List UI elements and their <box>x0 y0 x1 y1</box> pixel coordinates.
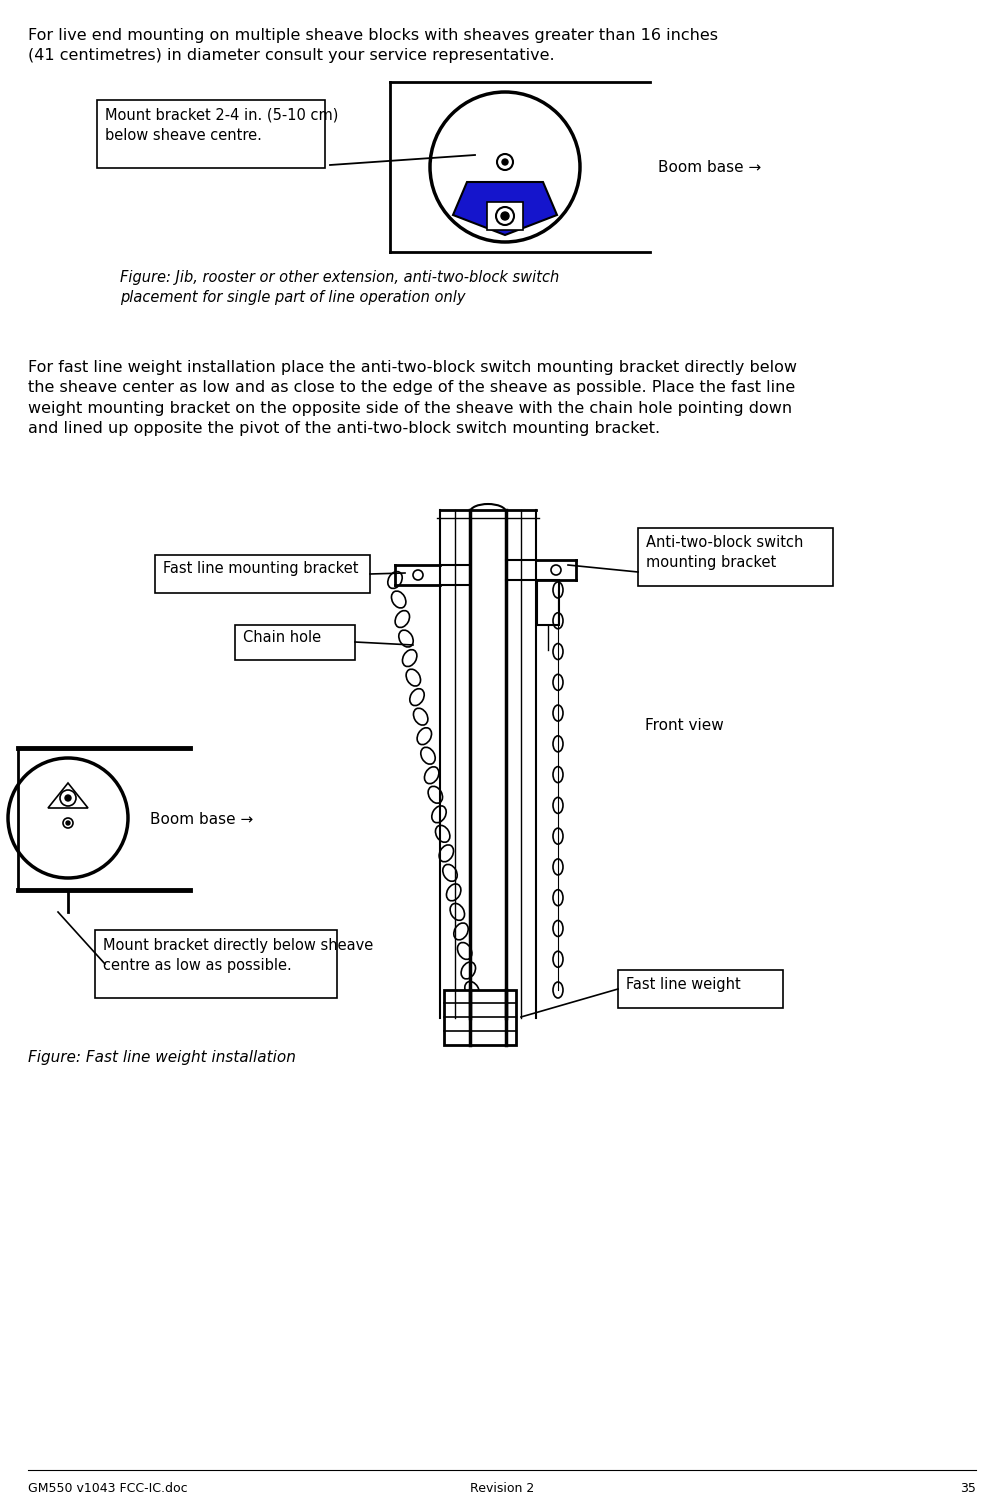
Circle shape <box>551 566 561 575</box>
Text: Boom base →: Boom base → <box>149 812 253 827</box>
Bar <box>95 929 337 999</box>
Circle shape <box>502 159 508 165</box>
Bar <box>637 528 832 587</box>
Circle shape <box>496 153 513 170</box>
Circle shape <box>63 818 73 829</box>
Circle shape <box>495 208 514 226</box>
Text: Anti-two-block switch
mounting bracket: Anti-two-block switch mounting bracket <box>645 535 802 570</box>
Text: Chain hole: Chain hole <box>243 630 321 645</box>
Circle shape <box>65 796 71 802</box>
Bar <box>97 99 325 168</box>
Bar <box>537 581 559 626</box>
Bar <box>443 990 516 1045</box>
Text: Revision 2: Revision 2 <box>469 1481 534 1495</box>
Text: Fast line mounting bracket: Fast line mounting bracket <box>162 561 358 576</box>
Circle shape <box>60 790 76 806</box>
Bar <box>486 202 523 230</box>
Text: Fast line weight: Fast line weight <box>626 978 740 993</box>
Bar <box>154 555 370 593</box>
Text: 35: 35 <box>959 1481 975 1495</box>
Text: For fast line weight installation place the anti-two-block switch mounting brack: For fast line weight installation place … <box>28 359 796 436</box>
Text: For live end mounting on multiple sheave blocks with sheaves greater than 16 inc: For live end mounting on multiple sheave… <box>28 29 717 63</box>
Polygon shape <box>452 182 557 235</box>
Circle shape <box>8 758 127 878</box>
Text: Figure: Fast line weight installation: Figure: Fast line weight installation <box>28 1050 296 1065</box>
Circle shape <box>66 821 70 826</box>
Text: Figure: Jib, rooster or other extension, anti-two-block switch
placement for sin: Figure: Jib, rooster or other extension,… <box>120 271 559 305</box>
Bar <box>235 626 355 660</box>
Circle shape <box>412 570 422 581</box>
Circle shape <box>500 212 509 220</box>
Bar <box>618 970 782 1008</box>
Text: Mount bracket 2-4 in. (5-10 cm)
below sheave centre.: Mount bracket 2-4 in. (5-10 cm) below sh… <box>105 108 338 143</box>
Text: Mount bracket directly below sheave
centre as low as possible.: Mount bracket directly below sheave cent… <box>103 938 373 973</box>
Text: Boom base →: Boom base → <box>657 159 760 174</box>
Text: Front view: Front view <box>644 717 723 732</box>
Polygon shape <box>48 784 88 808</box>
Text: GM550 v1043 FCC-IC.doc: GM550 v1043 FCC-IC.doc <box>28 1481 188 1495</box>
